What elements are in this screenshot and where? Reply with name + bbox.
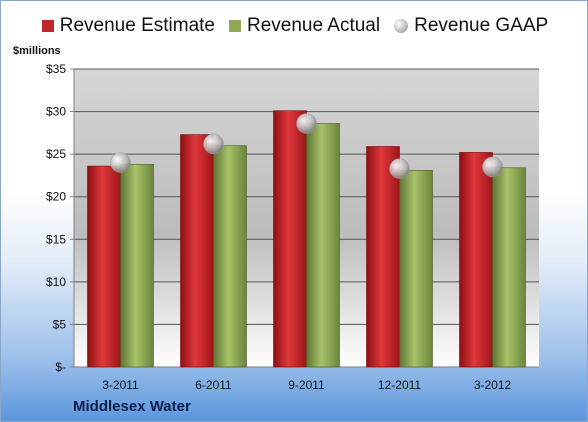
x-tick-label: 3-2011 <box>102 378 139 392</box>
marker-revenue-gaap <box>110 152 131 173</box>
bar-revenue-actual <box>213 145 247 368</box>
legend: Revenue Estimate Revenue Actual Revenue … <box>1 15 588 37</box>
y-tick-label: $- <box>55 360 66 374</box>
y-tick-label: $5 <box>53 317 67 331</box>
y-tick-label: $35 <box>46 62 66 76</box>
bar-revenue-estimate <box>459 152 493 368</box>
bar-revenue-estimate <box>366 146 400 368</box>
marker-revenue-gaap <box>296 113 317 134</box>
company-name: Middlesex Water <box>73 398 191 415</box>
y-tick-label: $25 <box>46 147 66 161</box>
marker-revenue-gaap <box>482 156 503 178</box>
y-tick-label: $10 <box>46 275 66 289</box>
bar-revenue-actual <box>306 123 340 368</box>
marker-revenue-gaap <box>203 133 224 155</box>
x-tick-label: 12-2011 <box>378 378 421 392</box>
x-tick-label: 6-2011 <box>195 378 232 392</box>
legend-label-gaap: Revenue GAAP <box>414 15 549 36</box>
y-axis-label: $millions <box>13 45 61 57</box>
bar-revenue-actual <box>399 170 433 368</box>
x-tick-label: 3-2012 <box>474 378 512 392</box>
bar-revenue-estimate <box>273 110 307 368</box>
bar-revenue-estimate <box>180 134 214 368</box>
bar-revenue-actual <box>120 164 154 368</box>
legend-item-estimate: Revenue Estimate <box>41 15 215 37</box>
bar-revenue-estimate <box>87 165 121 368</box>
legend-item-gaap: Revenue GAAP <box>394 15 548 37</box>
bar-revenue-actual <box>492 167 526 368</box>
y-tick-label: $20 <box>46 190 66 204</box>
actual-swatch <box>229 20 241 32</box>
y-tick-label: $15 <box>46 232 66 246</box>
estimate-swatch <box>41 20 54 32</box>
gaap-swatch <box>394 19 409 33</box>
x-tick-label: 9-2011 <box>288 378 325 392</box>
legend-item-actual: Revenue Actual <box>229 15 380 37</box>
legend-label-estimate: Revenue Estimate <box>59 15 215 36</box>
legend-label-actual: Revenue Actual <box>247 15 381 36</box>
marker-revenue-gaap <box>389 158 410 179</box>
y-tick-label: $30 <box>46 105 66 119</box>
